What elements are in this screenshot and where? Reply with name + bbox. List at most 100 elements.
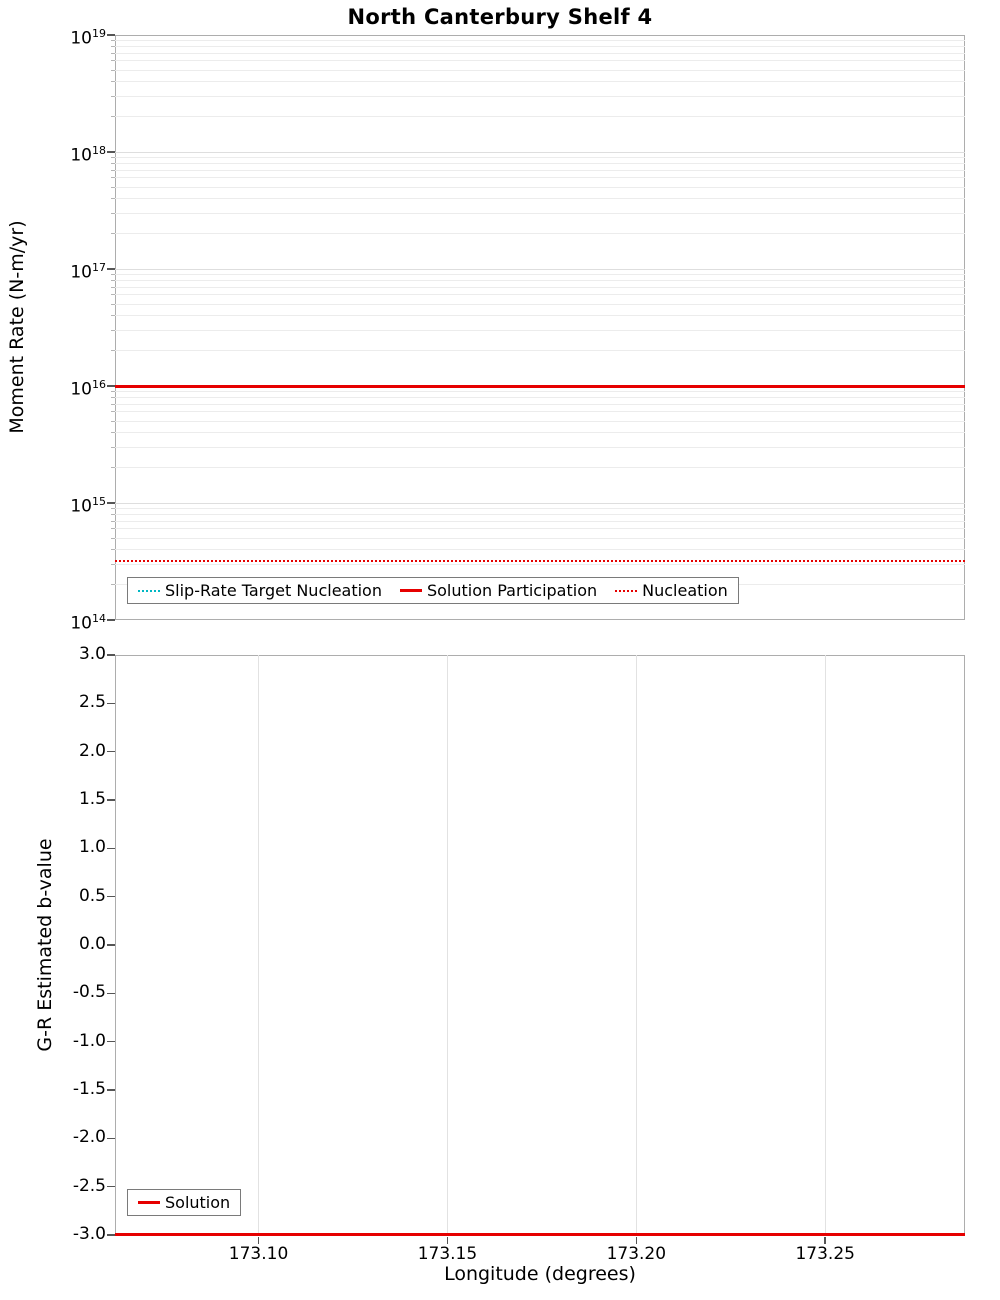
grid-line-minor bbox=[115, 411, 965, 413]
x-tick-label: 173.20 bbox=[606, 1244, 667, 1264]
series-line-solution-participation bbox=[115, 384, 965, 388]
y-tick bbox=[107, 1040, 115, 1043]
y-minor-tick bbox=[111, 273, 115, 275]
y-minor-tick bbox=[111, 446, 115, 448]
y-minor-tick bbox=[111, 186, 115, 188]
grid-line-minor bbox=[115, 549, 965, 551]
y-tick-label: 1015 bbox=[70, 495, 106, 517]
y-minor-tick bbox=[111, 212, 115, 214]
y-minor-tick bbox=[111, 162, 115, 164]
grid-line-minor bbox=[115, 420, 965, 422]
grid-line-vertical bbox=[446, 655, 448, 1235]
grid-line-minor bbox=[115, 507, 965, 509]
grid-line-minor bbox=[115, 329, 965, 331]
y-tick bbox=[107, 944, 115, 946]
y-tick bbox=[107, 702, 115, 705]
b-value-plot-area bbox=[115, 655, 965, 1235]
grid-line-minor bbox=[115, 350, 965, 352]
y-tick bbox=[107, 992, 115, 995]
y-minor-tick bbox=[111, 432, 115, 434]
grid-line-major bbox=[115, 151, 965, 153]
y-minor-tick bbox=[111, 116, 115, 118]
grid-line-minor bbox=[115, 467, 965, 469]
legend-label: Solution bbox=[165, 1193, 231, 1212]
y-tick bbox=[107, 895, 115, 898]
y-tick-label: 1014 bbox=[70, 612, 106, 634]
y-minor-tick bbox=[111, 520, 115, 522]
y-minor-tick bbox=[111, 507, 115, 509]
grid-line-minor bbox=[115, 233, 965, 235]
y-minor-tick bbox=[111, 95, 115, 97]
grid-line-minor bbox=[115, 315, 965, 317]
y-minor-tick bbox=[111, 513, 115, 515]
grid-line-minor bbox=[115, 81, 965, 83]
y-tick bbox=[107, 847, 115, 850]
x-axis-label: Longitude (degrees) bbox=[444, 1263, 636, 1285]
legend-item-nucleation: Nucleation bbox=[615, 581, 728, 600]
grid-line-minor bbox=[115, 537, 965, 539]
y-tick bbox=[107, 1089, 115, 1091]
y-tick-label: 1017 bbox=[70, 261, 106, 283]
grid-line-minor bbox=[115, 390, 965, 392]
grid-line-minor bbox=[115, 294, 965, 296]
y-tick-label: 3.0 bbox=[78, 644, 106, 664]
x-tick bbox=[824, 1236, 826, 1244]
y-tick bbox=[107, 34, 115, 36]
grid-line-minor bbox=[115, 212, 965, 214]
legend-label: Nucleation bbox=[642, 581, 728, 600]
y-tick-label: 1016 bbox=[70, 378, 106, 400]
y-minor-tick bbox=[111, 420, 115, 422]
y-tick-label: 0.0 bbox=[78, 934, 106, 954]
y-tick bbox=[107, 1137, 115, 1140]
grid-line-minor bbox=[115, 513, 965, 515]
grid-line-minor bbox=[115, 60, 965, 62]
grid-line-minor bbox=[115, 177, 965, 179]
legend-item-solution-participation: Solution Participation bbox=[399, 581, 598, 600]
grid-line-minor bbox=[115, 95, 965, 97]
y-minor-tick bbox=[111, 403, 115, 405]
slip-rate-target-nucleation-line-swatch bbox=[138, 589, 160, 592]
grid-line-minor bbox=[115, 69, 965, 71]
x-tick bbox=[446, 1236, 449, 1244]
y-minor-tick bbox=[111, 156, 115, 158]
y-minor-tick bbox=[111, 169, 115, 171]
grid-line-minor bbox=[115, 520, 965, 522]
y-tick bbox=[107, 502, 115, 504]
y-minor-tick bbox=[111, 329, 115, 331]
grid-line-major bbox=[115, 502, 965, 504]
y-minor-tick bbox=[111, 294, 115, 296]
y-tick bbox=[107, 750, 115, 753]
grid-line-minor bbox=[115, 162, 965, 164]
y-minor-tick bbox=[111, 396, 115, 398]
x-tick bbox=[257, 1236, 260, 1244]
y-tick bbox=[107, 151, 115, 153]
series-line-solution bbox=[115, 1233, 965, 1236]
x-tick-label: 173.25 bbox=[795, 1244, 855, 1264]
y-minor-tick bbox=[111, 584, 115, 586]
y-tick bbox=[107, 799, 115, 801]
y-minor-tick bbox=[111, 286, 115, 288]
grid-line-minor bbox=[115, 116, 965, 118]
legend-label: Slip-Rate Target Nucleation bbox=[165, 581, 382, 600]
y-minor-tick bbox=[111, 528, 115, 530]
moment-rate-plot-area bbox=[115, 35, 965, 620]
chart-title: North Canterbury Shelf 4 bbox=[347, 5, 653, 29]
y-minor-tick bbox=[111, 39, 115, 41]
grid-line-minor bbox=[115, 52, 965, 54]
solution-line-swatch bbox=[138, 1201, 160, 1204]
grid-line-minor bbox=[115, 186, 965, 188]
grid-line-minor bbox=[115, 279, 965, 281]
y-tick bbox=[107, 268, 115, 270]
y-tick-label: 2.5 bbox=[78, 692, 106, 713]
y-minor-tick bbox=[111, 69, 115, 71]
y-minor-tick bbox=[111, 390, 115, 392]
y-tick-label: -2.0 bbox=[72, 1127, 106, 1148]
grid-line-minor bbox=[115, 396, 965, 398]
y-minor-tick bbox=[111, 177, 115, 179]
y-tick-label: -2.5 bbox=[72, 1175, 106, 1196]
y-minor-tick bbox=[111, 303, 115, 305]
y-tick-label: -1.5 bbox=[72, 1079, 106, 1099]
grid-line-minor bbox=[115, 156, 965, 158]
legend-label: Solution Participation bbox=[426, 581, 598, 600]
